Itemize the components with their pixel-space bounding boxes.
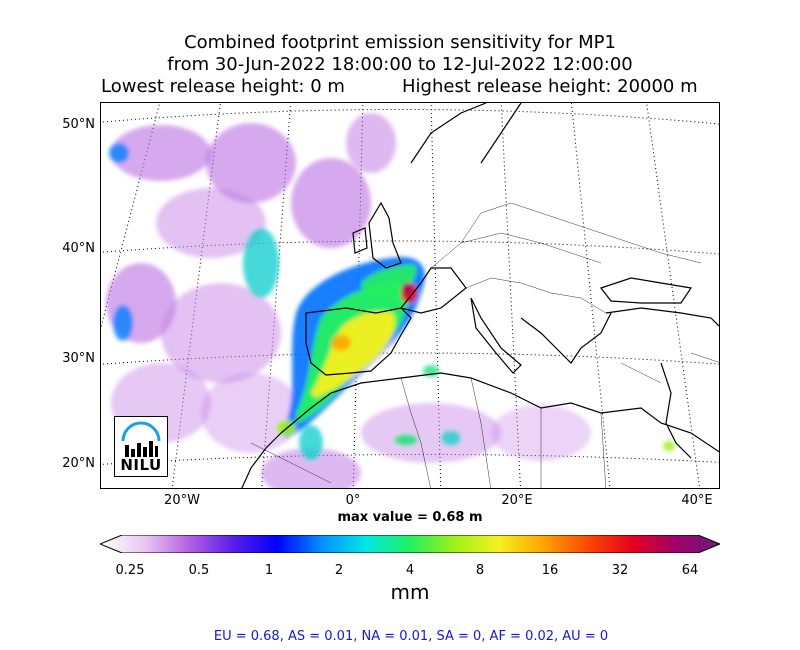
coast-west-africa <box>241 432 282 488</box>
coast-turkey <box>605 307 719 327</box>
coast-balkans <box>520 312 612 364</box>
coast-italy <box>470 297 522 374</box>
country-borders <box>250 202 719 488</box>
map-panel <box>100 102 720 489</box>
colorbar-body <box>100 535 720 553</box>
region-fractions: EU = 0.68, AS = 0.01, NA = 0.01, SA = 0,… <box>213 629 609 644</box>
colorbar-tick-5: 8 <box>475 563 485 578</box>
colorbar-tick-1: 0.5 <box>188 563 210 578</box>
colorbar-tick-0: 0.25 <box>115 563 145 578</box>
coast-north-africa <box>280 372 719 453</box>
nilu-logo-text: NILU <box>120 456 162 474</box>
highest-release-height: Highest release height: 20000 m <box>402 76 698 97</box>
parallel-40n <box>101 240 719 255</box>
lowest-release-height: Lowest release height: 0 m <box>101 76 345 97</box>
nilu-logo-icon <box>121 421 161 457</box>
colorbar-tick-3: 2 <box>334 563 344 578</box>
map-svg <box>101 103 719 488</box>
lon-label-40e: 40°E <box>681 493 713 508</box>
meridian-20e <box>500 103 522 488</box>
parallel-50n <box>101 109 719 125</box>
colorbar-tick-2: 1 <box>264 563 274 578</box>
lat-label-50n: 50°N <box>62 117 95 132</box>
colorbar <box>100 535 720 553</box>
coast-ireland <box>352 227 368 254</box>
lon-label-20e: 20°E <box>501 493 533 508</box>
lat-label-30n: 30°N <box>62 351 95 366</box>
sensitivity-field <box>106 113 675 488</box>
coast-france <box>399 267 467 314</box>
lon-label-0: 0° <box>345 493 361 508</box>
coast-black-sea <box>600 277 693 304</box>
figure-title-line-2: from 30-Jun-2022 18:00:00 to 12-Jul-2022… <box>167 54 633 75</box>
meridian-30e <box>570 103 611 488</box>
nilu-logo: NILU <box>114 416 168 477</box>
coast-levant <box>660 362 692 459</box>
coastlines <box>241 103 719 488</box>
meridian-10w <box>261 103 292 488</box>
meridian-40e <box>646 103 701 488</box>
coast-scandinavia <box>410 103 522 164</box>
colorbar-tick-6: 16 <box>541 563 559 578</box>
lat-label-20n: 20°N <box>62 456 95 471</box>
figure-title-line-1: Combined footprint emission sensitivity … <box>184 32 616 53</box>
coast-britain <box>368 201 402 269</box>
lat-label-40n: 40°N <box>62 241 95 256</box>
colorbar-tick-8: 64 <box>681 563 699 578</box>
parallel-30n <box>101 352 719 365</box>
coast-iberia <box>305 307 412 376</box>
colorbar-tick-7: 32 <box>611 563 629 578</box>
lon-label-20w: 20°W <box>164 493 200 508</box>
max-value-label: max value = 0.68 m <box>337 510 483 525</box>
colorbar-unit: mm <box>390 580 430 604</box>
meridian-10e <box>430 103 442 488</box>
colorbar-tick-4: 4 <box>405 563 415 578</box>
